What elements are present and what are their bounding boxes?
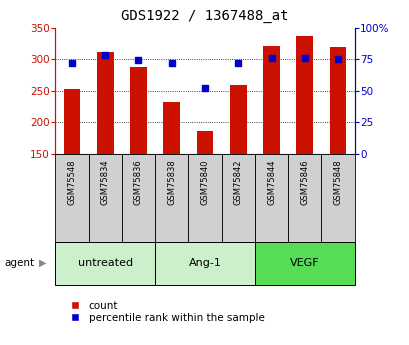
Text: GSM75548: GSM75548: [67, 160, 76, 205]
Text: GSM75834: GSM75834: [101, 160, 110, 205]
Text: Ang-1: Ang-1: [188, 258, 221, 268]
Bar: [55, 241, 155, 285]
Text: GSM75840: GSM75840: [200, 160, 209, 205]
Bar: [229, 85, 246, 154]
Text: GSM75842: GSM75842: [233, 160, 242, 205]
Bar: [321, 154, 354, 242]
Bar: [163, 102, 180, 154]
Bar: [329, 47, 346, 154]
Bar: [296, 37, 312, 154]
Bar: [221, 154, 254, 242]
Text: GSM75836: GSM75836: [134, 160, 143, 205]
Bar: [97, 52, 113, 154]
Text: GSM75844: GSM75844: [266, 160, 275, 205]
Text: GDS1922 / 1367488_at: GDS1922 / 1367488_at: [121, 9, 288, 23]
Bar: [88, 154, 121, 242]
Text: ▶: ▶: [39, 258, 47, 268]
Bar: [188, 154, 221, 242]
Bar: [121, 154, 155, 242]
Text: GSM75838: GSM75838: [167, 160, 176, 205]
Text: untreated: untreated: [77, 258, 133, 268]
Bar: [288, 154, 321, 242]
Bar: [263, 46, 279, 154]
Legend: count, percentile rank within the sample: count, percentile rank within the sample: [61, 297, 268, 327]
Text: VEGF: VEGF: [289, 258, 319, 268]
Bar: [254, 241, 354, 285]
Bar: [155, 154, 188, 242]
Bar: [155, 241, 254, 285]
Bar: [254, 154, 288, 242]
Bar: [55, 154, 88, 242]
Text: GSM75848: GSM75848: [333, 160, 342, 205]
Bar: [196, 131, 213, 154]
Text: GSM75846: GSM75846: [299, 160, 308, 205]
Bar: [63, 89, 80, 154]
Text: agent: agent: [4, 258, 34, 268]
Bar: [130, 67, 146, 154]
